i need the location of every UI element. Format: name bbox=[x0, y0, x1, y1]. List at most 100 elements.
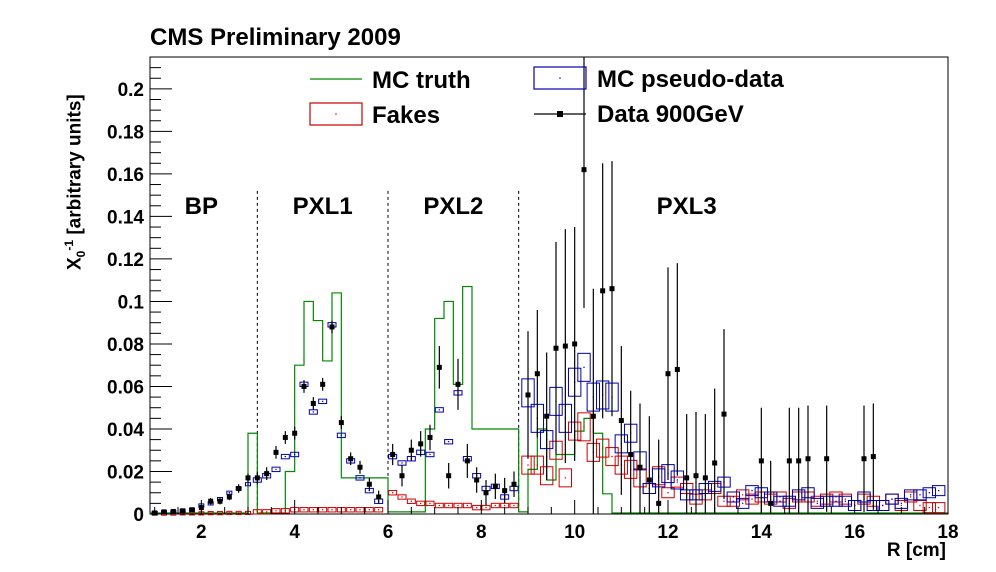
fakes-point bbox=[513, 504, 515, 507]
fakes-box bbox=[444, 502, 454, 509]
fakes-point bbox=[321, 509, 324, 511]
data-marker bbox=[408, 447, 414, 453]
fakes-point bbox=[219, 512, 221, 514]
axes: 0 0.02 0.04 0.06 0.08 0.1 0.12 0.14 0.16 0.18 0.2 2… bbox=[107, 67, 959, 543]
region-labels: BP PXL1 PXL2 PXL3 bbox=[185, 190, 717, 514]
fakes-box bbox=[217, 511, 223, 516]
fakes-box bbox=[922, 502, 937, 514]
data-marker bbox=[226, 494, 232, 500]
mc-pseudo-box bbox=[931, 485, 946, 497]
fakes-point bbox=[284, 510, 287, 512]
fakes-point bbox=[312, 509, 315, 511]
fakes-point bbox=[447, 504, 450, 507]
fakes-box bbox=[346, 507, 356, 513]
data-marker bbox=[273, 449, 279, 455]
fakes-point bbox=[410, 500, 413, 502]
mc-pseudo-point bbox=[228, 492, 231, 494]
data-marker bbox=[609, 286, 615, 292]
fakes-point bbox=[457, 504, 459, 507]
mc-pseudo-point bbox=[891, 498, 893, 500]
data-marker bbox=[236, 485, 242, 491]
legend-fakes-label: Fakes bbox=[372, 102, 440, 129]
fakes-point bbox=[611, 455, 613, 458]
y-tick-label: 0.14 bbox=[107, 207, 144, 228]
data-marker bbox=[768, 500, 774, 506]
data-marker bbox=[870, 454, 876, 460]
fakes-point bbox=[844, 498, 847, 500]
mc-pseudo-point bbox=[928, 492, 931, 494]
data-marker bbox=[483, 490, 489, 496]
data-marker bbox=[861, 456, 867, 462]
data-marker bbox=[665, 371, 671, 377]
data-marker bbox=[292, 430, 298, 436]
data-marker bbox=[254, 475, 260, 481]
fakes-point bbox=[331, 509, 333, 511]
fakes-box bbox=[355, 507, 365, 513]
data-marker bbox=[474, 477, 480, 483]
fakes-box bbox=[530, 455, 545, 475]
mc-pseudo-box bbox=[838, 495, 853, 507]
fakes-box bbox=[252, 509, 262, 515]
fakes-box bbox=[462, 502, 472, 509]
data-marker bbox=[446, 473, 452, 479]
data-marker bbox=[427, 434, 433, 440]
y-tick-label: 0.06 bbox=[107, 377, 144, 398]
mc-pseudo-point bbox=[816, 502, 819, 505]
x-tick-label: 8 bbox=[476, 522, 487, 543]
data-marker bbox=[702, 475, 708, 481]
fakes-point bbox=[228, 512, 231, 514]
region-label: BP bbox=[185, 193, 218, 220]
fakes-point bbox=[751, 498, 753, 500]
fakes-point bbox=[919, 504, 921, 507]
mc-pseudo-point bbox=[741, 502, 744, 505]
fakes-box bbox=[406, 498, 416, 504]
data-marker bbox=[208, 498, 214, 504]
fakes-series bbox=[151, 412, 946, 516]
y-tick-label: 0.18 bbox=[107, 122, 144, 143]
fakes-point bbox=[401, 496, 403, 498]
data-marker bbox=[590, 413, 596, 419]
mc-pseudo-box bbox=[829, 495, 843, 507]
mc-pseudo-box bbox=[745, 485, 759, 497]
data-marker bbox=[245, 475, 251, 481]
legend-mc-pseudo-swatch bbox=[533, 66, 587, 90]
mc-pseudo-point bbox=[275, 468, 277, 471]
data-marker bbox=[464, 458, 470, 464]
x-tick-label: 14 bbox=[751, 522, 773, 543]
legend-mc-pseudo-label: MC pseudo-data bbox=[597, 66, 784, 93]
mc-pseudo-box bbox=[735, 497, 750, 509]
chart-title: CMS Preliminary 2009 bbox=[150, 24, 401, 51]
x-axis-title: R [cm] bbox=[886, 540, 946, 561]
mc-pseudo-point bbox=[284, 455, 287, 458]
x-tick-label: 2 bbox=[196, 522, 207, 543]
fakes-point bbox=[429, 502, 431, 505]
fakes-point bbox=[503, 504, 506, 507]
data-marker bbox=[502, 488, 508, 494]
data-marker bbox=[217, 498, 223, 504]
mc-pseudo-point bbox=[881, 504, 884, 507]
x-tick-label: 4 bbox=[289, 522, 300, 543]
legend-data-label: Data 900GeV bbox=[597, 101, 744, 128]
fakes-box bbox=[425, 500, 435, 507]
mc-pseudo-point bbox=[919, 494, 921, 496]
fakes-point bbox=[583, 426, 585, 428]
y-tick-label: 0.1 bbox=[118, 292, 145, 313]
fakes-box bbox=[416, 500, 426, 507]
fakes-point bbox=[900, 504, 903, 507]
y-tick-label: 0.02 bbox=[107, 462, 144, 483]
fakes-point bbox=[368, 509, 371, 511]
data-marker bbox=[180, 508, 186, 514]
fakes-box bbox=[397, 494, 407, 500]
fakes-box bbox=[745, 493, 759, 505]
data-marker bbox=[418, 441, 424, 447]
fakes-point bbox=[303, 509, 305, 511]
mc-pseudo-box bbox=[434, 407, 444, 413]
data-marker bbox=[693, 473, 699, 479]
region-label: PXL2 bbox=[423, 193, 483, 220]
mc-pseudo-point bbox=[676, 479, 679, 481]
mc-truth-histogram bbox=[149, 285, 949, 514]
fakes-box bbox=[308, 507, 318, 513]
data-marker bbox=[161, 509, 167, 515]
data-marker bbox=[366, 481, 372, 487]
